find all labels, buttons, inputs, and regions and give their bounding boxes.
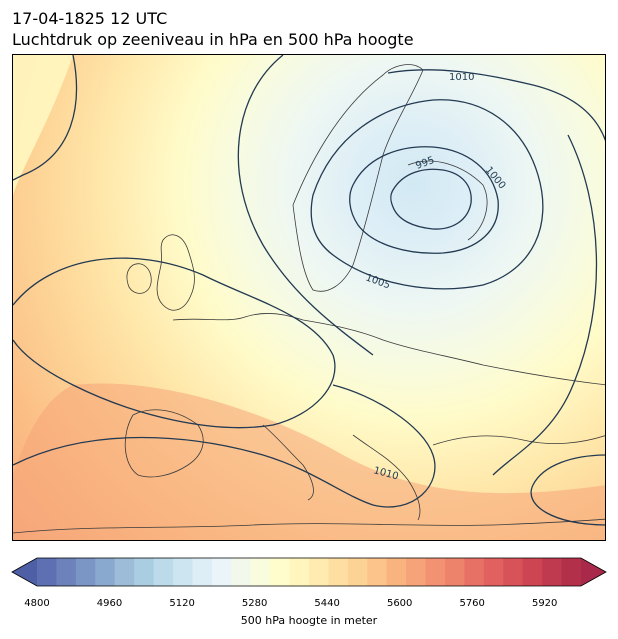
colorbar-cell: [561, 558, 582, 586]
height-field-northwest: [13, 55, 73, 195]
isobar-label-1010-north: 1010: [449, 72, 474, 83]
colorbar-tick: 5440: [314, 598, 340, 609]
great-britain-coast: [156, 234, 195, 311]
colorbar: [11, 557, 607, 587]
isobar-1010-north: [387, 69, 605, 142]
coastlines: [13, 64, 605, 534]
colorbar-extend-low: [12, 558, 37, 586]
colorbar-cell: [231, 558, 252, 586]
colorbar-cell: [134, 558, 154, 586]
colorbar-outline: [11, 557, 607, 587]
colorbar-cell: [386, 558, 407, 586]
isobar-1000: [349, 146, 499, 254]
colorbar-tick: 5600: [386, 598, 413, 609]
colorbar-cell: [192, 558, 213, 586]
height-field-south: [13, 383, 605, 540]
ireland-coast: [126, 263, 152, 294]
colorbar-tick: 5120: [169, 598, 195, 609]
colorbar-cell: [522, 558, 543, 586]
colorbar-cell: [425, 558, 446, 586]
colorbar-cell: [503, 558, 524, 586]
colorbar-cell: [250, 558, 271, 586]
isobar-1005: [310, 99, 544, 290]
colorbar-cell: [95, 558, 116, 586]
colorbar-tick: 5920: [531, 598, 558, 609]
isobar-outer-west: [237, 55, 374, 356]
colorbar-cell: [289, 558, 310, 586]
isobar-995: [390, 168, 472, 230]
colorbar-cell: [56, 558, 77, 586]
black-sea-coast: [432, 435, 605, 446]
isobar-northwest: [13, 55, 78, 181]
balkans-coast: [352, 434, 421, 521]
isobars: [13, 55, 605, 526]
colorbar-tick: 4800: [24, 598, 50, 609]
colorbar-cell: [328, 558, 349, 586]
colorbar-tick: 5280: [241, 598, 268, 609]
iberia-coast: [124, 409, 204, 478]
colorbar-cell: [347, 558, 368, 586]
finland-coast: [407, 160, 488, 241]
colorbar-cell: [75, 558, 96, 586]
italy-coast: [262, 424, 314, 501]
colorbar-cell: [153, 558, 174, 586]
colorbar-cell: [270, 558, 290, 586]
colorbar-cell: [173, 558, 193, 586]
colorbar-cell: [367, 558, 388, 586]
colorbar-cell: [37, 558, 57, 586]
isobar-west-loop: [13, 257, 336, 429]
scandinavia-coast: [292, 64, 424, 292]
colorbar-cells: [37, 558, 582, 586]
north-africa-coast: [13, 518, 605, 534]
colorbar-cell: [483, 558, 504, 586]
colorbar-cell: [445, 558, 465, 586]
colorbar-cell: [406, 558, 426, 586]
colorbar-cell: [211, 558, 232, 586]
colorbar-cell: [114, 558, 135, 586]
colorbar-cell: [309, 558, 329, 586]
colorbar-cell: [542, 558, 562, 586]
map-subtitle: Luchtdruk op zeeniveau in hPa en 500 hPa…: [12, 30, 414, 49]
north-coast: [172, 313, 605, 386]
isobar-outer-east: [492, 134, 598, 476]
weather-map: 1010 995 1000 1005 1010: [12, 54, 606, 541]
colorbar-tick: 4960: [96, 598, 123, 609]
isobar-southeast: [530, 454, 605, 526]
colorbar-label: 500 hPa hoogte in meter: [240, 614, 378, 627]
map-datetime: 17-04-1825 12 UTC: [12, 9, 168, 28]
colorbar-tick: 5760: [459, 598, 485, 609]
weather-map-canvas: 1010 995 1000 1005 1010: [13, 55, 605, 540]
isobar-south: [13, 384, 436, 508]
colorbar-extend-high: [581, 558, 606, 586]
colorbar-cell: [464, 558, 485, 586]
